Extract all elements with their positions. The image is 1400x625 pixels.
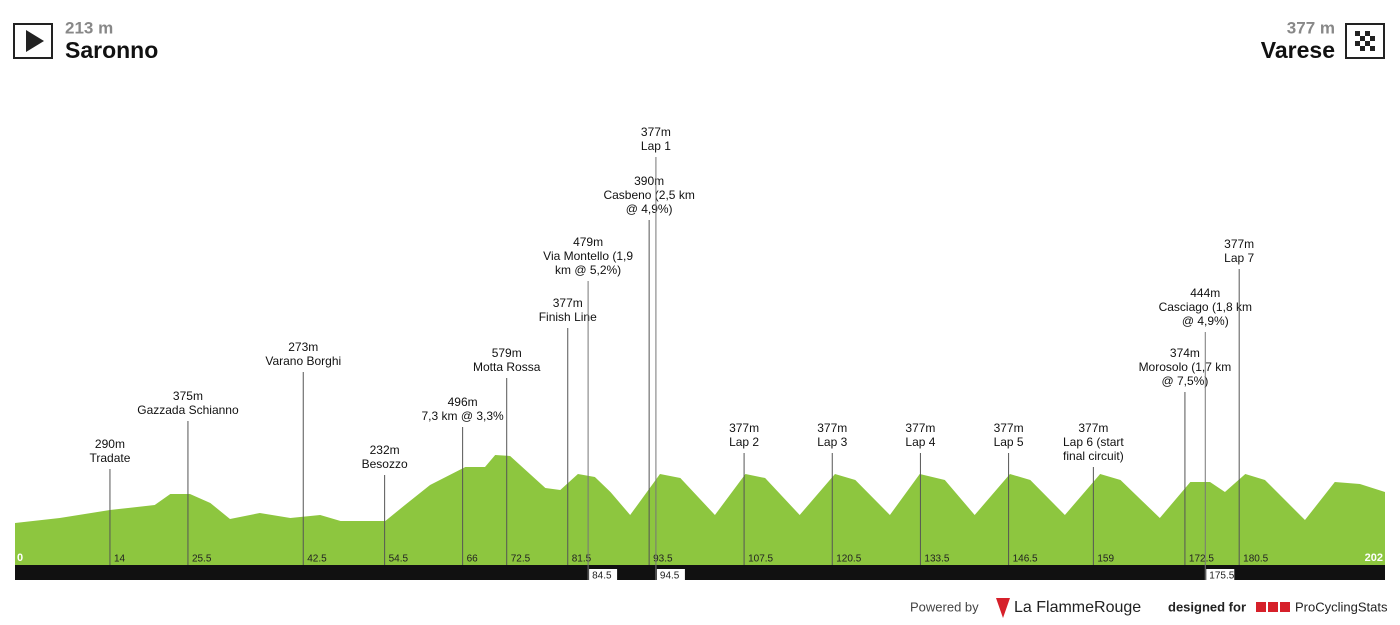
km-label: 146.5 <box>1013 554 1038 565</box>
x-axis-start: 0 <box>17 552 23 564</box>
km-label: 159 <box>1097 554 1114 565</box>
marker-name: Lap 6 (start <box>1063 435 1124 449</box>
km-label: 107.5 <box>748 554 773 565</box>
start-elevation: 213 m <box>65 18 113 37</box>
marker-name: @ 4,9%) <box>626 202 673 216</box>
marker-elevation: 377m <box>641 125 671 139</box>
distance-bar <box>15 565 1385 580</box>
km-label: 84.5 <box>592 571 612 582</box>
marker-elevation: 390m <box>634 174 664 188</box>
marker-elevation: 377m <box>905 421 935 435</box>
marker-name: km @ 5,2%) <box>555 263 621 277</box>
km-label: 133.5 <box>924 554 949 565</box>
marker-elevation: 579m <box>492 346 522 360</box>
marker-elevation: 290m <box>95 437 125 451</box>
marker-name: Casbeno (2,5 km <box>603 188 694 202</box>
x-axis-end: 202 <box>1365 552 1383 564</box>
km-label: 93.5 <box>653 554 673 565</box>
finish-name: Varese <box>1261 37 1335 63</box>
marker-name: final circuit) <box>1063 449 1124 463</box>
km-label: 175.5 <box>1209 571 1234 582</box>
marker-name: Varano Borghi <box>265 354 341 368</box>
pcs-logo <box>1256 602 1290 612</box>
marker-name: Lap 4 <box>905 435 935 449</box>
marker-name: Via Montello (1,9 <box>543 249 633 263</box>
marker-name: Lap 2 <box>729 435 759 449</box>
marker-name: Casciago (1,8 km <box>1159 300 1252 314</box>
marker-elevation: 273m <box>288 340 318 354</box>
km-label: 54.5 <box>389 554 409 565</box>
marker-name: Morosolo (1,7 km <box>1139 360 1232 374</box>
km-label: 172.5 <box>1189 554 1214 565</box>
km-label: 81.5 <box>572 554 592 565</box>
marker-elevation: 496m <box>448 395 478 409</box>
marker-name: Lap 3 <box>817 435 847 449</box>
km-label: 72.5 <box>511 554 531 565</box>
marker-elevation: 374m <box>1170 346 1200 360</box>
marker-elevation: 377m <box>1078 421 1108 435</box>
marker-name: @ 4,9%) <box>1182 314 1229 328</box>
marker-elevation: 377m <box>553 296 583 310</box>
elevation-profile <box>15 455 1385 565</box>
km-label: 42.5 <box>307 554 327 565</box>
marker-name: Besozzo <box>362 457 408 471</box>
marker-name: @ 7,5%) <box>1161 374 1208 388</box>
finish-elevation: 377 m <box>1287 18 1335 37</box>
km-label-bg <box>589 569 618 582</box>
start-name: Saronno <box>65 37 158 63</box>
km-label: 120.5 <box>836 554 861 565</box>
marker-elevation: 377m <box>994 421 1024 435</box>
marker-name: Tradate <box>89 451 130 465</box>
marker-name: Motta Rossa <box>473 360 541 374</box>
km-label: 94.5 <box>660 571 680 582</box>
km-label: 14 <box>114 554 126 565</box>
designed-for: designed for <box>1168 599 1246 614</box>
km-label-bg <box>1206 569 1235 582</box>
marker-elevation: 444m <box>1190 286 1220 300</box>
site: ProCyclingStats <box>1295 599 1388 614</box>
km-label-bg <box>656 569 685 582</box>
marker-name: Gazzada Schianno <box>137 403 239 417</box>
km-label: 66 <box>467 554 479 565</box>
marker-name: 7,3 km @ 3,3% <box>422 409 505 423</box>
powered-by: Powered by <box>910 599 979 614</box>
marker-name: Lap 1 <box>641 139 671 153</box>
flamme-icon <box>996 598 1010 618</box>
marker-elevation: 377m <box>1224 237 1254 251</box>
marker-name: Finish Line <box>539 310 597 324</box>
marker-elevation: 377m <box>817 421 847 435</box>
marker-elevation: 479m <box>573 235 603 249</box>
km-label: 180.5 <box>1243 554 1268 565</box>
km-label: 25.5 <box>192 554 212 565</box>
marker-name: Lap 7 <box>1224 251 1254 265</box>
marker-elevation: 375m <box>173 389 203 403</box>
start-icon <box>13 23 53 59</box>
start-icon-play <box>26 30 44 52</box>
marker-elevation: 232m <box>370 443 400 457</box>
marker-elevation: 377m <box>729 421 759 435</box>
marker-name: Lap 5 <box>994 435 1024 449</box>
finish-flag <box>1355 31 1375 51</box>
brand: La FlammeRouge <box>1014 599 1141 616</box>
